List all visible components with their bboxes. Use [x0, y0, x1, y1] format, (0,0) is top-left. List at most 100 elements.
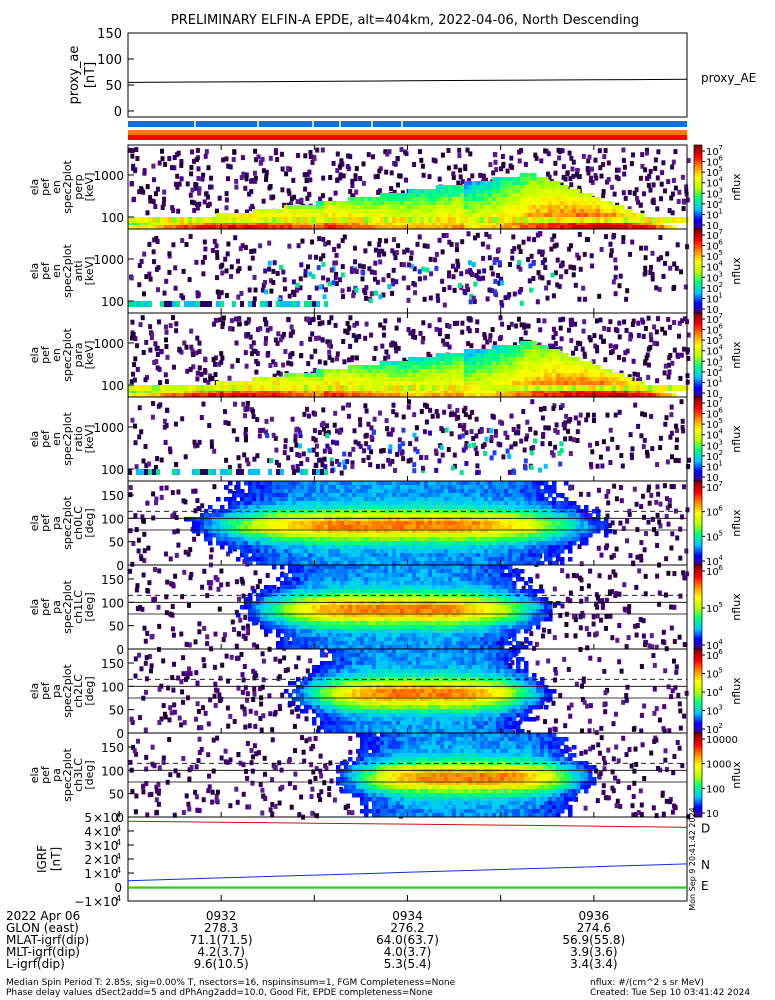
spectro-pixel — [665, 496, 669, 502]
spectro-cell — [448, 393, 453, 398]
spectro-pixel — [588, 442, 592, 448]
spectro-cell — [420, 389, 425, 394]
spectro-cell — [552, 361, 557, 366]
spectro-pixel — [381, 277, 386, 283]
spectro-cell — [372, 389, 377, 394]
spectro-cell — [176, 389, 181, 394]
spectro-cell — [376, 385, 381, 391]
spectro-pixel — [224, 457, 229, 463]
spectro-pixel — [179, 162, 184, 168]
spectro-pixel — [248, 206, 253, 212]
spectro-pixel — [482, 268, 487, 274]
spectro-cell — [596, 197, 601, 202]
spectro-cell — [508, 385, 513, 391]
spectro-cell — [400, 373, 405, 378]
spectro-cell — [484, 205, 489, 210]
spectro-cell — [580, 365, 585, 370]
spectro-pixel — [571, 350, 575, 356]
spectro-pixel — [177, 181, 182, 187]
spectro-cell — [624, 225, 629, 230]
spectro-pixel — [388, 444, 393, 450]
spectro-cell — [528, 345, 533, 350]
spectro-cell — [520, 177, 525, 182]
spectro-cell — [452, 225, 457, 230]
spectro-pixel — [589, 253, 594, 259]
spectro-pixel — [234, 184, 239, 190]
spectro-cell — [344, 373, 349, 378]
spectro-pixel — [531, 445, 536, 451]
spectro-pixel — [599, 247, 604, 252]
spectro-pixel — [571, 272, 576, 278]
spectro-pixel — [494, 292, 499, 298]
spectro-cell — [456, 189, 461, 194]
spectro-cell — [440, 201, 445, 206]
colorbar-cell — [694, 392, 702, 396]
spectro-cell — [420, 373, 425, 378]
spectro-pixel — [423, 275, 428, 281]
spectro-cell — [568, 197, 573, 202]
spectro-pixel — [356, 441, 361, 447]
spectro-cell — [464, 389, 469, 394]
spectro-cell — [424, 197, 429, 202]
spectro-cell — [564, 389, 569, 394]
spectro-cell — [472, 365, 477, 370]
spectro-cell — [428, 213, 433, 218]
spectro-pixel — [171, 208, 176, 213]
spectro-cell — [372, 209, 377, 214]
spectro-cell — [576, 225, 581, 230]
spectro-pixel — [361, 161, 366, 167]
spectro-cell — [492, 213, 497, 218]
spectro-cell — [528, 389, 533, 394]
spectro-pixel — [280, 334, 285, 340]
spectro-cell — [520, 365, 525, 370]
spectro-cell — [580, 201, 585, 206]
spectro-cell — [512, 221, 517, 226]
spectro-pixel — [128, 485, 133, 491]
spectro-cell — [204, 217, 209, 223]
spectro-cell — [508, 353, 513, 358]
spectro-pixel — [651, 198, 656, 204]
colorbar-cell — [694, 180, 702, 184]
spectro-cell — [284, 389, 289, 394]
spectro-cell — [496, 373, 501, 378]
spectro-cell — [440, 377, 445, 382]
colorbar-tick-label: 10 — [706, 242, 719, 253]
panel-ylabel-4: para — [72, 343, 85, 368]
spectro-cell — [156, 393, 161, 398]
spectro-pixel — [214, 208, 219, 214]
spectro-cell — [604, 221, 609, 226]
spectro-cell — [488, 205, 493, 210]
spectro-pixel — [470, 409, 475, 415]
spectro-cell — [488, 365, 493, 370]
spectro-pixel — [546, 171, 550, 177]
spectro-pixel — [623, 195, 628, 201]
spectro-cell — [576, 369, 581, 374]
spectro-cell — [484, 385, 489, 391]
spectro-pixel — [553, 270, 558, 276]
spectro-pixel — [401, 262, 406, 268]
spectro-cell — [492, 181, 497, 186]
spectro-cell — [532, 177, 537, 182]
spectro-pixel — [655, 484, 660, 490]
spectro-pixel — [144, 301, 148, 307]
spectro-cell — [492, 389, 497, 394]
spectro-cell — [368, 377, 373, 382]
spectro-pixel — [248, 301, 252, 307]
spectro-pixel — [199, 415, 204, 420]
spectro-cell — [432, 389, 437, 394]
spectro-pixel — [133, 440, 138, 446]
spectro-pixel — [397, 443, 402, 449]
spectro-cell — [552, 377, 557, 382]
spectro-cell — [456, 385, 461, 391]
spectro-pixel — [252, 296, 257, 302]
spectro-cell — [516, 209, 521, 214]
colorbar-tick-exp: 2 — [718, 365, 722, 373]
spectro-pixel — [501, 454, 506, 460]
spectro-pixel — [269, 416, 274, 422]
spectro-pixel — [340, 288, 345, 294]
spectro-cell — [516, 213, 521, 218]
panel-ylabel-2: en — [50, 432, 63, 446]
spectro-pixel — [599, 173, 604, 179]
spectro-pixel — [325, 433, 330, 439]
